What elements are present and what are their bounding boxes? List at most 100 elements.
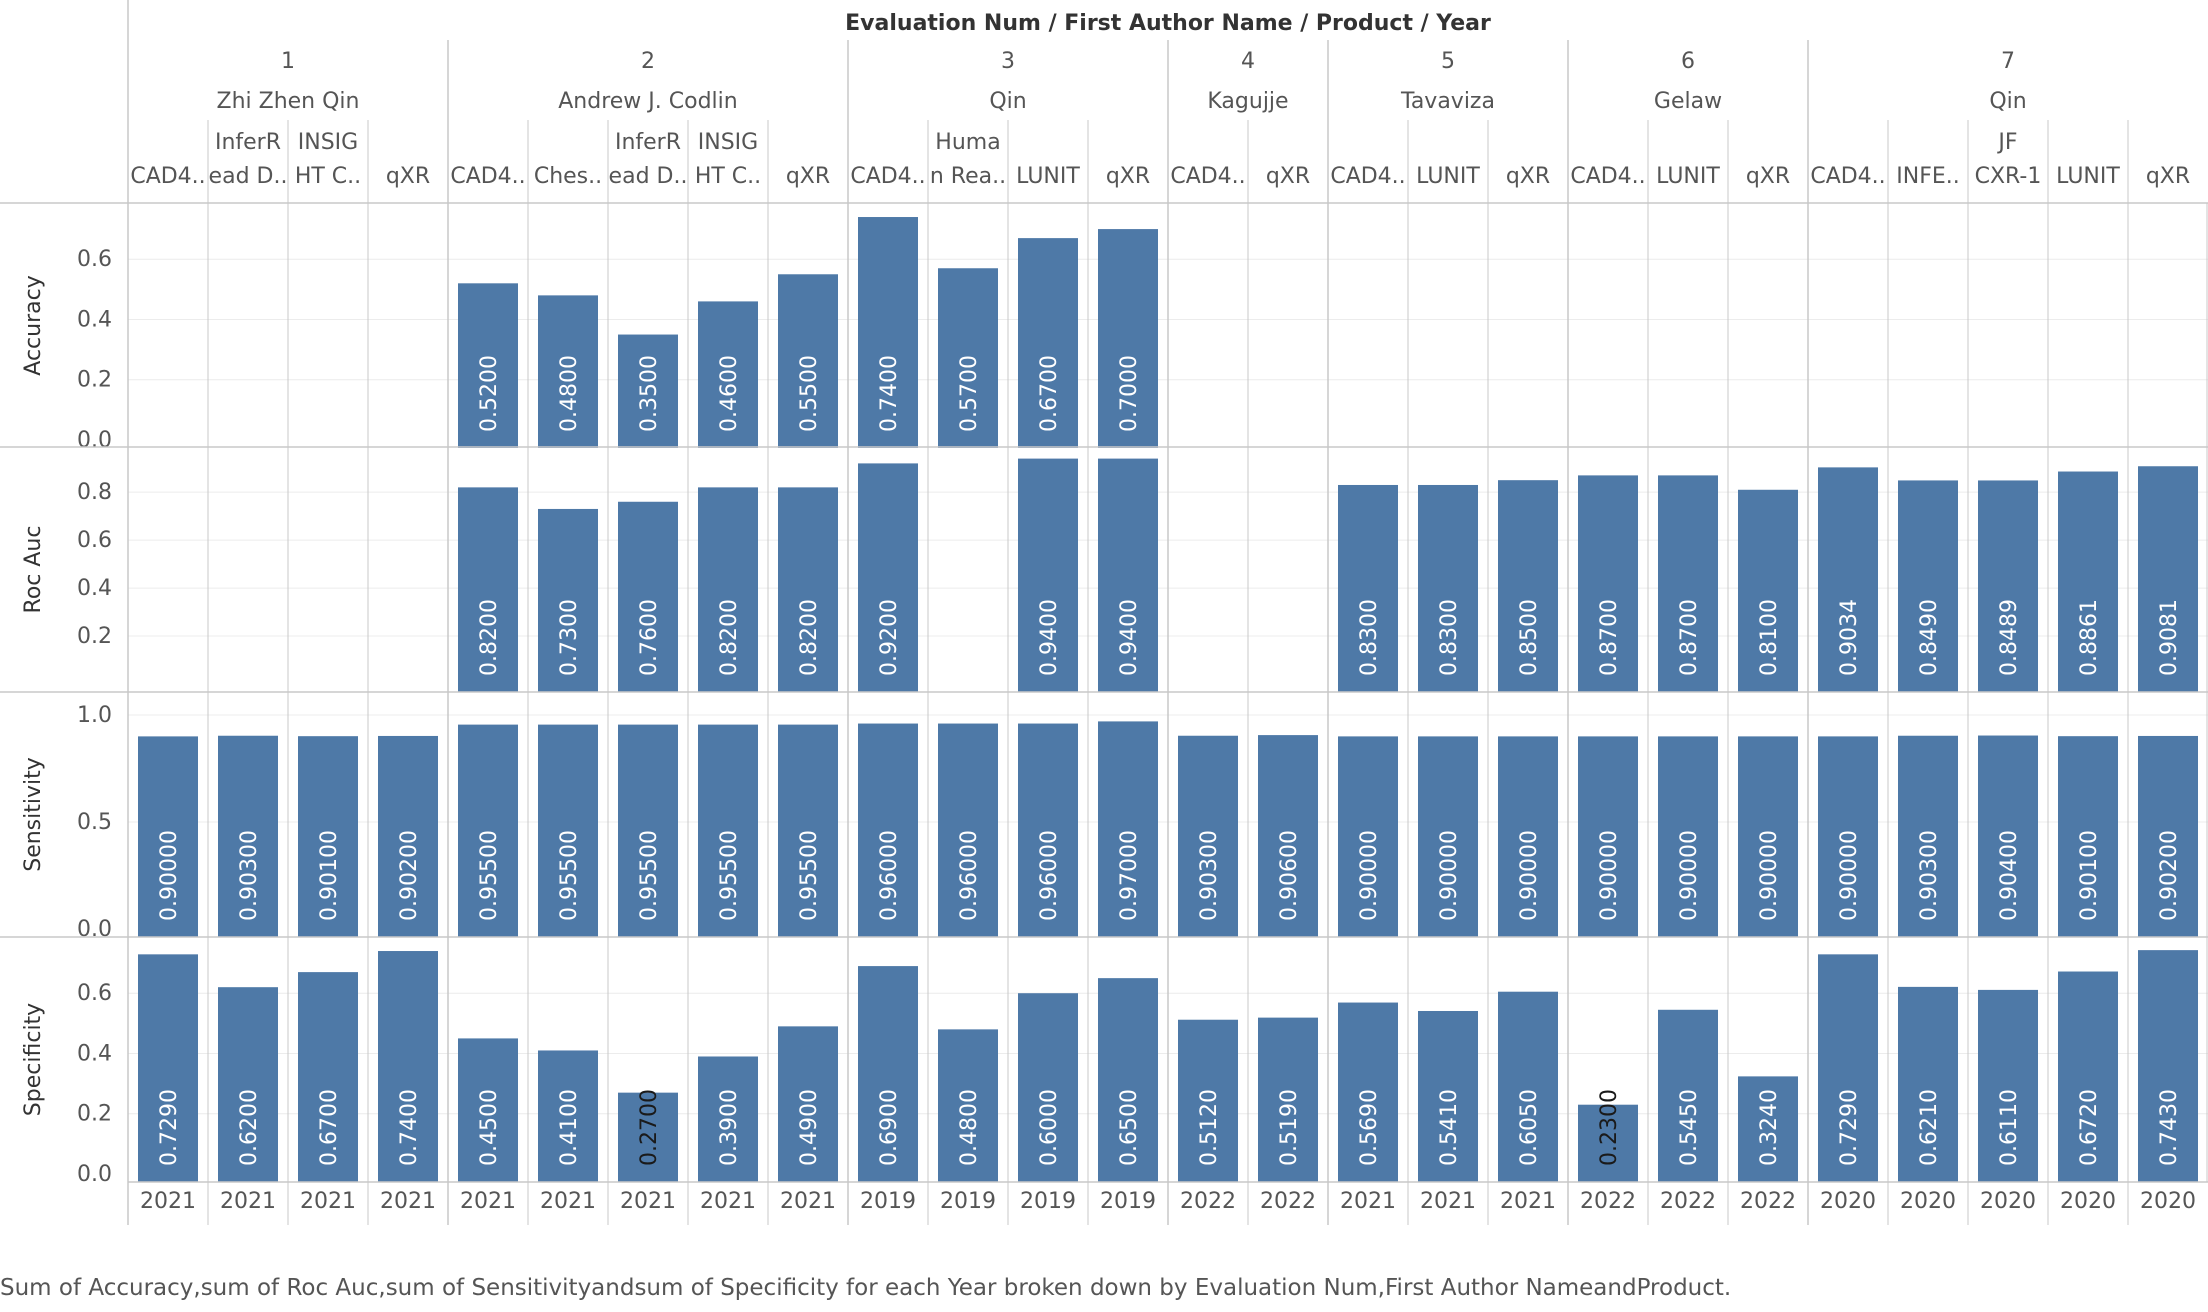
bar-value-label: 0.8200	[797, 599, 822, 676]
y-tick-label: 0.6	[77, 528, 112, 553]
product-header-line1: InferR	[215, 130, 281, 155]
y-tick-label: 0.5	[77, 810, 112, 835]
bar	[2138, 466, 2198, 692]
bar-value-label: 0.5700	[957, 355, 982, 432]
y-tick-label: 0.4	[77, 1041, 112, 1066]
bar	[1018, 238, 1078, 448]
bar	[218, 735, 278, 937]
bar-value-label: 0.6050	[1517, 1089, 1542, 1166]
y-tick-label: 0.0	[77, 1162, 112, 1187]
bar-value-label: 0.7000	[1117, 355, 1142, 432]
bar	[1898, 480, 1958, 692]
year-label: 2020	[2060, 1189, 2116, 1214]
bar-value-label: 0.90000	[1757, 830, 1782, 921]
bar	[858, 463, 918, 692]
bar-value-label: 0.6210	[1917, 1089, 1942, 1166]
bar-value-label: 0.95500	[557, 830, 582, 921]
y-tick-label: 0.0	[77, 917, 112, 942]
bar	[1738, 736, 1798, 937]
evaluation-num-header: 2	[641, 49, 655, 74]
year-label: 2022	[1740, 1189, 1796, 1214]
bar-value-label: 0.6700	[1037, 355, 1062, 432]
bar-value-label: 0.9081	[2157, 599, 2182, 676]
bar-value-label: 0.6000	[1037, 1089, 1062, 1166]
bar-value-label: 0.4800	[957, 1089, 982, 1166]
year-label: 2021	[620, 1189, 676, 1214]
bar-value-label: 0.95500	[637, 830, 662, 921]
measure-axis-title: Roc Auc	[21, 526, 46, 614]
product-header: CAD4..	[1170, 164, 1245, 189]
bar	[1098, 458, 1158, 692]
bar	[1418, 484, 1478, 692]
year-label: 2021	[140, 1189, 196, 1214]
bar-value-label: 0.8300	[1437, 599, 1462, 676]
product-header-line1: JF	[1996, 130, 2017, 155]
year-label: 2020	[2140, 1189, 2196, 1214]
bar	[1018, 458, 1078, 692]
bar	[138, 736, 198, 937]
year-label: 2021	[220, 1189, 276, 1214]
bar	[778, 274, 838, 448]
bar	[1338, 736, 1398, 937]
product-header: qXR	[1266, 164, 1310, 189]
bar	[298, 736, 358, 937]
product-header: CAD4..	[850, 164, 925, 189]
bar	[378, 735, 438, 937]
bar	[298, 972, 358, 1182]
first-author-header: Qin	[989, 89, 1026, 114]
bar-value-label: 0.4900	[797, 1089, 822, 1166]
year-label: 2021	[300, 1189, 356, 1214]
y-tick-label: 0.4	[77, 307, 112, 332]
bar	[938, 1029, 998, 1182]
bar-value-label: 0.3900	[717, 1089, 742, 1166]
product-header: qXR	[786, 164, 830, 189]
bar	[458, 487, 518, 692]
product-header: CAD4..	[130, 164, 205, 189]
bar	[1498, 480, 1558, 692]
product-header-line2: HT C..	[295, 164, 361, 189]
bar	[2058, 971, 2118, 1182]
bar-value-label: 0.3240	[1757, 1089, 1782, 1166]
bar	[698, 1056, 758, 1182]
bar-value-label: 0.96000	[957, 830, 982, 921]
product-header: INFE..	[1896, 164, 1960, 189]
bar	[618, 724, 678, 937]
bar	[378, 951, 438, 1182]
bar-value-label: 0.90000	[1517, 830, 1542, 921]
bar	[858, 966, 918, 1182]
bar-value-label: 0.8300	[1357, 599, 1382, 676]
bar-value-label: 0.5190	[1277, 1089, 1302, 1166]
product-header: qXR	[2146, 164, 2190, 189]
bar	[1578, 1104, 1638, 1182]
bar	[938, 268, 998, 448]
bar-value-label: 0.6200	[237, 1089, 262, 1166]
bar-value-label: 0.90300	[1917, 830, 1942, 921]
bar-value-label: 0.8700	[1677, 599, 1702, 676]
product-header: LUNIT	[1656, 164, 1720, 189]
bar-value-label: 0.90200	[397, 830, 422, 921]
evaluation-num-header: 4	[1241, 49, 1255, 74]
product-header-line2: ead D..	[609, 164, 688, 189]
bar	[218, 987, 278, 1182]
bar	[1978, 480, 2038, 692]
bar	[2138, 950, 2198, 1182]
bar-value-label: 0.8200	[477, 599, 502, 676]
bar-value-label: 0.6110	[1997, 1089, 2022, 1166]
bar	[618, 501, 678, 692]
bar-value-label: 0.7290	[157, 1089, 182, 1166]
chart-caption: Sum of Accuracy,sum of Roc Auc,sum of Se…	[0, 1275, 1732, 1301]
bar	[778, 724, 838, 937]
measure-axis-title: Specificity	[21, 1003, 46, 1116]
bar-value-label: 0.97000	[1117, 830, 1142, 921]
bar-value-label: 0.90600	[1277, 830, 1302, 921]
year-label: 2019	[860, 1189, 916, 1214]
bar	[698, 487, 758, 692]
product-header-line2: ead D..	[209, 164, 288, 189]
product-header: LUNIT	[2056, 164, 2120, 189]
bar-value-label: 0.8500	[1517, 599, 1542, 676]
bar-value-label: 0.4100	[557, 1089, 582, 1166]
y-tick-label: 0.2	[77, 368, 112, 393]
bar-value-label: 0.8489	[1997, 599, 2022, 676]
bar	[538, 1050, 598, 1182]
